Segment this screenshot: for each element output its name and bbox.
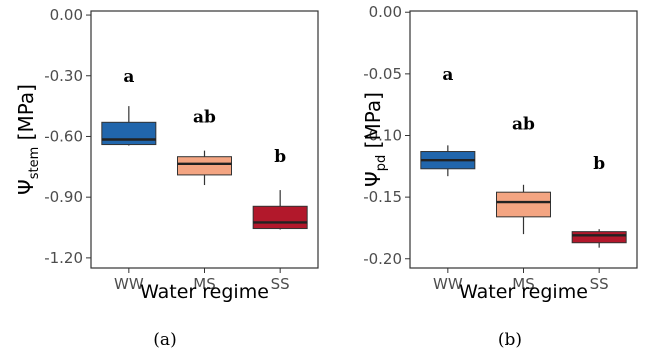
x-tick-label-ms: MS (512, 275, 534, 293)
significance-letter-ww: a (442, 65, 453, 85)
panel-caption: (b) (498, 330, 522, 350)
y-axis-title-unit: [MPa] (14, 84, 38, 147)
y-tick-label: -0.15 (363, 188, 402, 206)
box-ww (101, 121, 157, 146)
y-axis-title-symbol: Ψ (14, 179, 38, 195)
y-tick-label: -0.30 (44, 67, 83, 85)
y-axis-title-subscript: pd (374, 155, 389, 172)
y-tick-label: 0.00 (50, 6, 83, 24)
box-ss (571, 231, 627, 244)
y-tick-label: 0.00 (369, 3, 402, 21)
significance-letter-ms: ab (512, 114, 535, 134)
y-tick-label: -0.60 (44, 127, 83, 145)
x-axis-title: Water regime (140, 281, 269, 303)
significance-letter-ww: a (123, 67, 134, 87)
significance-letter-ss: b (593, 154, 605, 174)
y-tick-label: -0.10 (363, 126, 402, 144)
y-tick-label: -1.20 (44, 249, 83, 267)
y-tick-label: -0.90 (44, 188, 83, 206)
y-axis-title: Ψpd [MPa] (361, 92, 389, 187)
panel-caption: (a) (153, 330, 176, 350)
x-tick-label-ms: MS (193, 275, 215, 293)
x-tick-label-ss: SS (271, 275, 290, 293)
box-ss (252, 205, 308, 230)
y-axis-title-subscript: stem (27, 147, 42, 180)
y-tick-label: -0.20 (363, 250, 402, 268)
y-tick-label: -0.05 (363, 65, 402, 83)
y-axis-title: Ψstem [MPa] (14, 84, 42, 195)
significance-letter-ss: b (274, 147, 286, 167)
y-axis-title-unit: [MPa] (361, 92, 385, 155)
x-tick-label-ww: WW (114, 275, 144, 293)
x-axis-title: Water regime (459, 281, 588, 303)
chart-panel-b: a ab b 0.00 -0.05 -0.10 -0.15 -0.20 WW MS SSWater … (361, 3, 638, 350)
y-axis-title-symbol: Ψ (361, 171, 385, 187)
box-ms (177, 156, 232, 176)
box-ms (496, 191, 551, 218)
x-tick-label-ww: WW (433, 275, 463, 293)
significance-letter-ms: ab (193, 107, 216, 127)
x-tick-label-ss: SS (590, 275, 609, 293)
chart-panel-a: a ab b 0.00 -0.30 -0.60 -0.90 -1.20 WW MS SSWater … (14, 6, 319, 350)
